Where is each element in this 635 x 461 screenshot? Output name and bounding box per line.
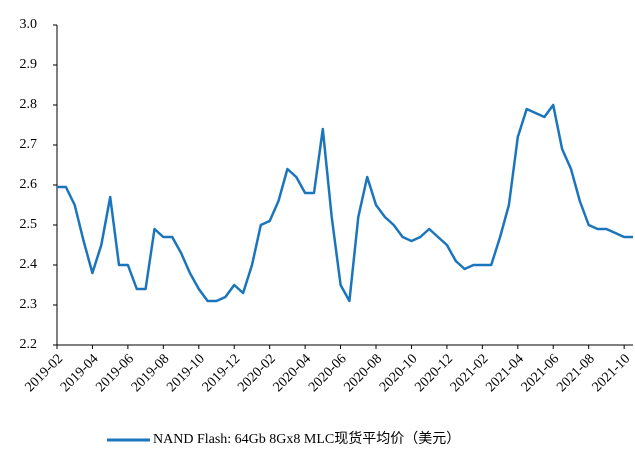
x-tick-label: 2019-10 <box>164 351 208 395</box>
x-tick-label: 2020-08 <box>342 351 386 395</box>
x-tick-label: 2020-10 <box>377 351 421 395</box>
x-tick-label: 2021-06 <box>519 351 563 395</box>
x-tick-label: 2020-06 <box>306 351 350 395</box>
y-tick-label: 2.7 <box>20 137 38 152</box>
x-tick-label: 2019-02 <box>22 351 66 395</box>
y-tick-label: 2.5 <box>20 217 38 232</box>
x-tick-label: 2021-08 <box>554 351 598 395</box>
x-tick-label: 2019-08 <box>129 351 173 395</box>
y-tick-label: 2.6 <box>20 177 38 192</box>
line-series <box>57 103 633 303</box>
y-tick-label: 3.0 <box>20 17 38 32</box>
x-tick-label: 2020-04 <box>271 351 315 395</box>
x-tick-label: 2021-10 <box>590 351 634 395</box>
x-tick-label: 2021-02 <box>448 351 492 395</box>
x-tick-label: 2019-12 <box>200 351 244 395</box>
x-tick-label: 2020-12 <box>412 351 456 395</box>
x-tick-label: 2021-04 <box>483 351 527 395</box>
y-tick-label: 2.8 <box>20 97 38 112</box>
y-tick-label: 2.9 <box>20 57 38 72</box>
legend-label: NAND Flash: 64Gb 8Gx8 MLC现货平均价（美元） <box>153 430 460 447</box>
y-tick-label: 2.4 <box>20 257 38 272</box>
x-tick-label: 2020-02 <box>235 351 279 395</box>
y-tick-label: 2.3 <box>20 297 38 312</box>
x-tick-label: 2019-06 <box>93 351 137 395</box>
y-tick-label: 2.2 <box>20 337 38 352</box>
x-tick-label: 2019-04 <box>58 351 102 395</box>
